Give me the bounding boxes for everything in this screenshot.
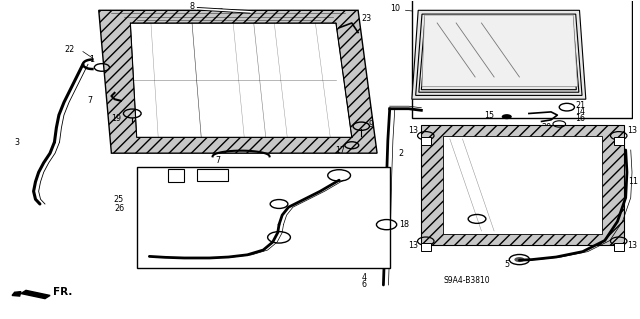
Bar: [420, 243, 431, 251]
Bar: [614, 243, 624, 251]
Text: 18: 18: [399, 220, 409, 229]
Text: 16: 16: [575, 114, 585, 123]
Text: 10: 10: [390, 4, 401, 13]
Text: FR.: FR.: [52, 287, 72, 297]
Text: 5: 5: [505, 260, 510, 270]
Text: 25: 25: [114, 195, 124, 204]
Polygon shape: [412, 10, 586, 99]
Bar: [412, 0, 632, 118]
Text: 22: 22: [64, 46, 74, 55]
Text: S9A4-B3810: S9A4-B3810: [444, 276, 490, 285]
Text: 6: 6: [362, 279, 366, 288]
Polygon shape: [131, 23, 352, 137]
Text: 14: 14: [575, 108, 585, 116]
Text: 15: 15: [484, 111, 494, 120]
Circle shape: [502, 114, 512, 119]
Text: 13: 13: [627, 241, 637, 250]
Polygon shape: [444, 136, 602, 234]
Polygon shape: [21, 290, 50, 299]
Text: 8: 8: [190, 2, 195, 11]
Text: 1: 1: [90, 55, 94, 64]
Text: 18: 18: [237, 234, 248, 243]
Text: 28: 28: [312, 167, 322, 176]
Polygon shape: [99, 10, 377, 153]
Text: 9: 9: [369, 120, 374, 129]
Bar: [137, 167, 390, 268]
Text: 21: 21: [575, 101, 585, 110]
Text: 13: 13: [408, 126, 418, 136]
Bar: [168, 169, 184, 182]
Text: 13: 13: [627, 126, 637, 136]
Text: 19: 19: [111, 114, 121, 123]
Text: 11: 11: [628, 177, 638, 186]
Text: 7: 7: [87, 96, 92, 105]
Bar: [420, 137, 431, 145]
Text: 27: 27: [251, 197, 261, 206]
Text: 3: 3: [15, 137, 20, 146]
Polygon shape: [12, 292, 21, 296]
Text: 17: 17: [335, 145, 346, 154]
Text: 4: 4: [362, 272, 366, 282]
Text: 26: 26: [114, 204, 124, 213]
Text: 27: 27: [180, 181, 191, 189]
Bar: [196, 169, 228, 181]
Polygon shape: [421, 125, 624, 245]
Polygon shape: [422, 15, 578, 86]
Circle shape: [515, 257, 524, 262]
Text: 23: 23: [361, 14, 371, 23]
Text: 20: 20: [541, 123, 551, 132]
Text: 24: 24: [150, 181, 160, 189]
Text: 7: 7: [215, 156, 220, 165]
Text: 13: 13: [408, 241, 418, 250]
Bar: [614, 137, 624, 145]
Text: 12: 12: [459, 219, 469, 228]
Text: 2: 2: [398, 149, 403, 158]
